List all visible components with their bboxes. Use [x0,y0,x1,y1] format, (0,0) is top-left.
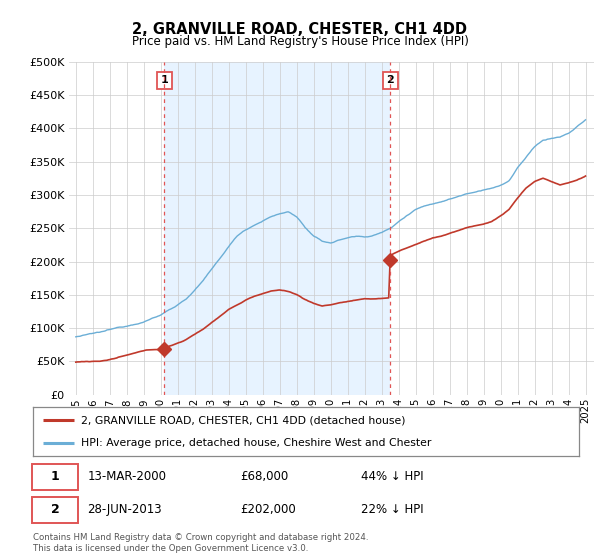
Text: 44% ↓ HPI: 44% ↓ HPI [361,470,423,483]
Text: 2: 2 [51,503,59,516]
FancyBboxPatch shape [32,497,79,523]
Text: 28-JUN-2013: 28-JUN-2013 [88,503,162,516]
Text: 1: 1 [51,470,59,483]
Text: Price paid vs. HM Land Registry's House Price Index (HPI): Price paid vs. HM Land Registry's House … [131,35,469,48]
Text: 13-MAR-2000: 13-MAR-2000 [88,470,167,483]
Text: 1: 1 [160,75,168,85]
Text: 22% ↓ HPI: 22% ↓ HPI [361,503,423,516]
FancyBboxPatch shape [32,464,79,490]
Text: 2, GRANVILLE ROAD, CHESTER, CH1 4DD: 2, GRANVILLE ROAD, CHESTER, CH1 4DD [133,22,467,38]
Text: 2, GRANVILLE ROAD, CHESTER, CH1 4DD (detached house): 2, GRANVILLE ROAD, CHESTER, CH1 4DD (det… [81,416,406,426]
Bar [164,62,390,395]
Text: HPI: Average price, detached house, Cheshire West and Chester: HPI: Average price, detached house, Ches… [81,438,431,448]
Text: Contains HM Land Registry data © Crown copyright and database right 2024.
This d: Contains HM Land Registry data © Crown c… [33,533,368,553]
Text: 2: 2 [386,75,394,85]
Text: £202,000: £202,000 [241,503,296,516]
Text: £68,000: £68,000 [241,470,289,483]
